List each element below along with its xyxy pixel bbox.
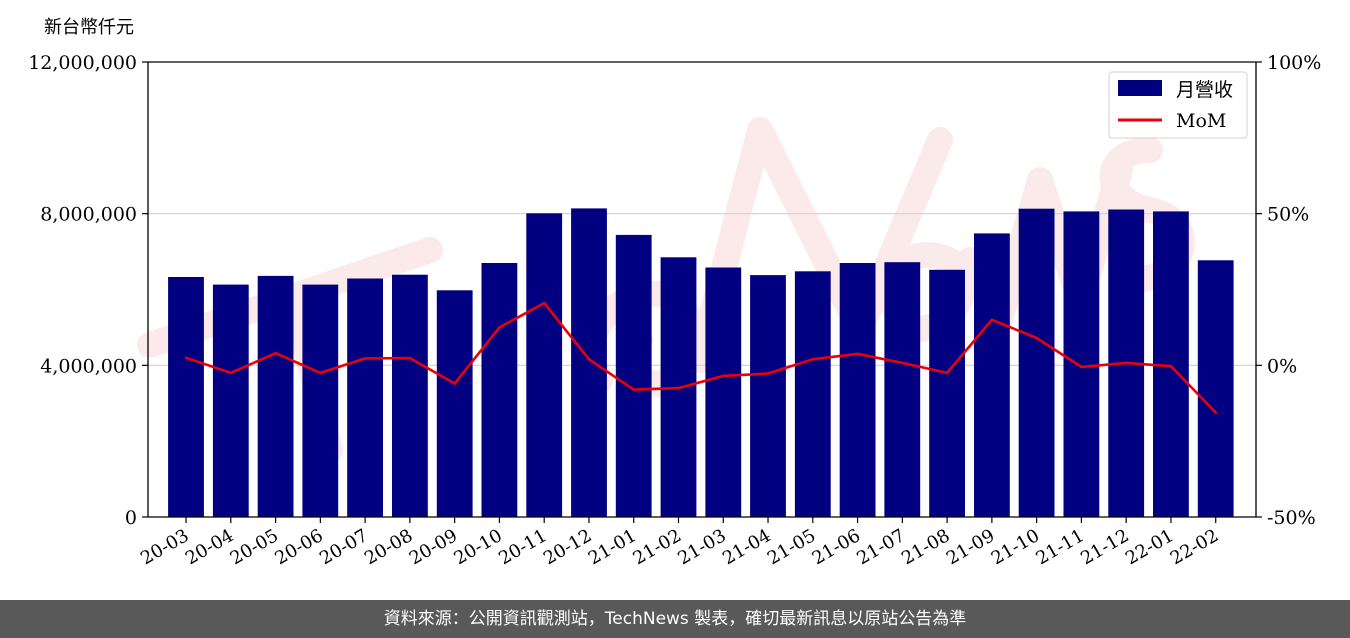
- legend-swatch-bar: [1118, 80, 1162, 96]
- legend-label-bar: 月營收: [1176, 79, 1233, 101]
- mom-point: [1035, 336, 1038, 340]
- x-tick-label: 22-02: [1167, 525, 1222, 569]
- footer-source-note: 資料來源：公開資訊觀測站，TechNews 製表，確切最新訊息以原站公告為準: [0, 600, 1350, 638]
- x-tick-label: 20-03: [137, 525, 192, 569]
- mom-point: [856, 352, 859, 356]
- bar: [1197, 260, 1234, 517]
- mom-point: [990, 318, 994, 322]
- y-left-tick-label: 8,000,000: [40, 204, 137, 226]
- x-tick-label: 20-04: [182, 525, 237, 569]
- mom-point: [453, 382, 457, 385]
- legend: 月營收 MoM: [1108, 71, 1248, 139]
- bar: [571, 208, 607, 517]
- mom-point: [1124, 361, 1128, 365]
- x-axis-ticks: 20-0320-0420-0520-0620-0720-0820-0920-10…: [137, 517, 1222, 569]
- bar: [794, 271, 831, 517]
- bar: [212, 284, 249, 517]
- mom-point: [722, 374, 725, 378]
- bar: [526, 213, 563, 518]
- x-tick-label: 21-11: [1032, 525, 1087, 569]
- x-tick-label: 20-08: [361, 525, 416, 569]
- x-tick-label: 20-11: [495, 525, 550, 569]
- mom-point: [587, 358, 591, 361]
- y-right-tick-label: 0%: [1267, 355, 1297, 377]
- bar: [839, 263, 876, 517]
- mom-point: [319, 371, 322, 375]
- y-right-tick-label: -50%: [1267, 507, 1316, 529]
- bar: [750, 275, 786, 517]
- y-axis-units-label: 新台幣仟元: [44, 17, 134, 38]
- x-tick-label: 21-05: [764, 525, 819, 569]
- y-left-tick-label: 12,000,000: [28, 52, 137, 74]
- bar: [705, 267, 742, 517]
- x-tick-label: 21-10: [988, 525, 1043, 569]
- bar: [1063, 211, 1100, 517]
- x-tick-label: 21-03: [674, 525, 729, 569]
- bar: [884, 262, 921, 517]
- mom-point: [498, 326, 501, 329]
- bar: [302, 284, 339, 517]
- mom-point: [901, 361, 904, 365]
- mom-point: [1214, 411, 1217, 414]
- x-tick-label: 21-04: [719, 525, 774, 569]
- mom-line-layer: [184, 301, 1217, 414]
- y-axis-right-ticks: -50% 0% 50% 100%: [1256, 52, 1321, 529]
- y-left-tick-label: 0: [125, 507, 137, 529]
- y-right-tick-label: 100%: [1267, 52, 1321, 74]
- x-tick-label: 22-01: [1122, 525, 1177, 569]
- bar: [257, 275, 294, 517]
- axes: [147, 61, 1257, 518]
- bar: [168, 277, 204, 517]
- x-tick-label: 21-07: [853, 525, 908, 569]
- bar: [436, 290, 473, 517]
- x-tick-label: 21-12: [1077, 525, 1132, 569]
- mom-point: [542, 301, 546, 305]
- legend-label-line: MoM: [1176, 110, 1226, 132]
- revenue-chart: 0 4,000,000 8,000,000 12,000,000 -50% 0% 50% 1…: [28, 17, 1321, 569]
- x-tick-label: 21-08: [898, 525, 953, 569]
- mom-point: [363, 357, 367, 360]
- x-tick-label: 21-02: [630, 525, 685, 569]
- y-axis-left-ticks: 0 4,000,000 8,000,000 12,000,000: [28, 52, 148, 529]
- mom-point: [766, 372, 770, 375]
- y-right-tick-label: 50%: [1267, 204, 1309, 226]
- x-tick-label: 20-05: [227, 525, 282, 569]
- mom-point: [677, 386, 680, 390]
- mom-point: [1080, 365, 1083, 369]
- mom-point: [274, 351, 277, 355]
- bar: [615, 234, 652, 517]
- mom-point: [184, 356, 188, 360]
- mom-point: [811, 358, 815, 361]
- x-tick-label: 21-01: [585, 525, 640, 569]
- x-tick-label: 21-09: [943, 525, 998, 569]
- mom-point: [229, 371, 233, 375]
- mom-point: [1169, 364, 1173, 368]
- mom-line: [185, 301, 1217, 414]
- mom-point: [408, 356, 412, 360]
- x-tick-label: 21-06: [809, 525, 864, 569]
- x-tick-label: 20-09: [406, 525, 461, 569]
- mom-point: [945, 371, 949, 375]
- bar: [347, 278, 383, 517]
- y-left-tick-label: 4,000,000: [40, 355, 137, 377]
- x-tick-label: 20-10: [450, 525, 505, 569]
- mom-point: [632, 388, 635, 391]
- bar: [929, 269, 965, 517]
- bar: [974, 233, 1010, 517]
- x-tick-label: 20-12: [540, 525, 595, 569]
- x-tick-label: 20-07: [316, 525, 371, 569]
- bar: [392, 274, 428, 517]
- bar: [481, 263, 518, 517]
- bar: [1018, 208, 1055, 517]
- x-tick-label: 20-06: [271, 525, 326, 569]
